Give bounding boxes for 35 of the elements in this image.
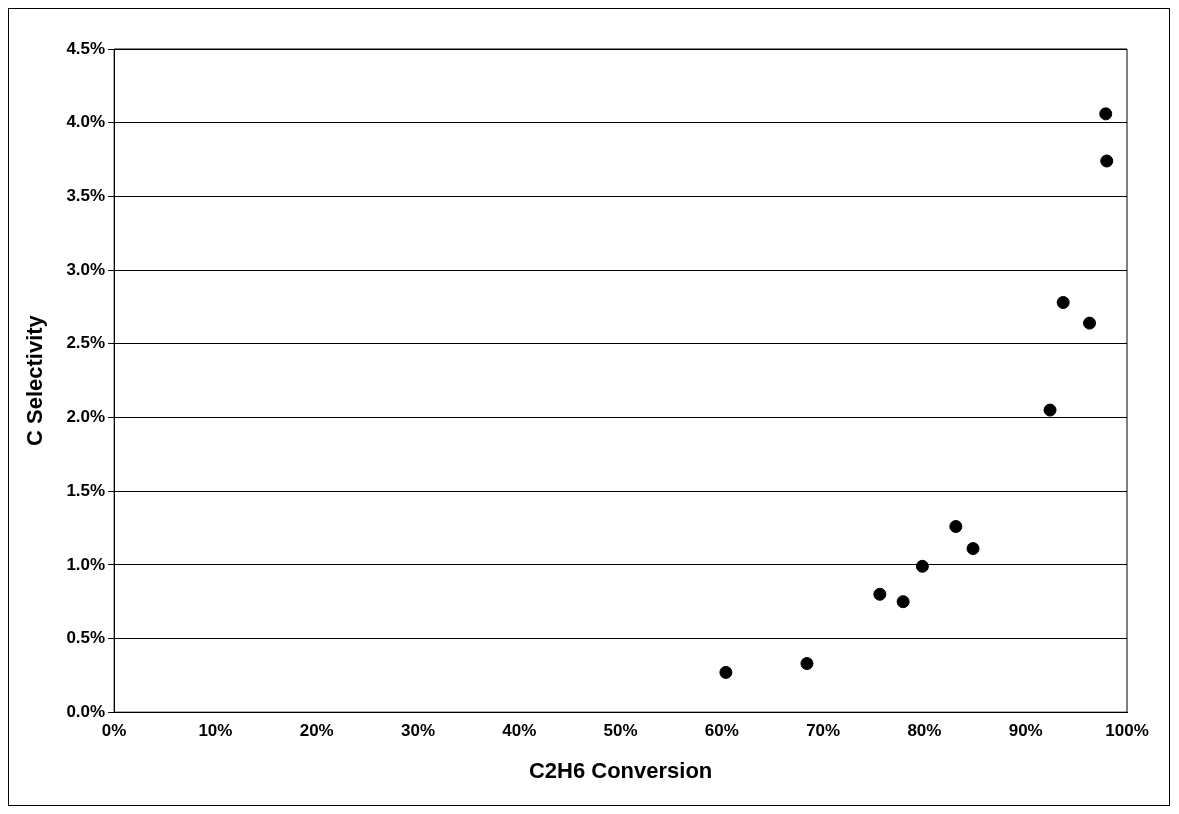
point bbox=[966, 542, 980, 556]
point bbox=[949, 520, 963, 533]
point bbox=[1099, 107, 1113, 121]
y-tick-label: 0.5% bbox=[66, 628, 106, 648]
x-tick-label: 30% bbox=[400, 721, 436, 741]
y-tick-label: 2.0% bbox=[66, 407, 106, 427]
y-tick-label: 0.0% bbox=[66, 701, 106, 721]
x-tick-label: 60% bbox=[704, 721, 739, 741]
point bbox=[719, 665, 733, 679]
point bbox=[873, 587, 887, 601]
point bbox=[915, 559, 929, 573]
point bbox=[800, 657, 814, 671]
y-tick-label: 1.0% bbox=[66, 554, 106, 574]
y-axis-title: C Selectivity bbox=[22, 314, 48, 447]
x-tick-label: 70% bbox=[806, 721, 841, 741]
x-tick-label: 80% bbox=[907, 721, 942, 741]
x-axis-title: C2H6 Conversion bbox=[528, 757, 713, 783]
point bbox=[1100, 154, 1114, 168]
point bbox=[1083, 316, 1097, 330]
point bbox=[1056, 295, 1070, 309]
y-tick-label: 3.5% bbox=[66, 186, 106, 206]
point bbox=[1043, 403, 1057, 417]
y-tick-label: 2.5% bbox=[66, 333, 106, 353]
x-tick-label: 10% bbox=[198, 721, 233, 741]
y-tick-label: 4.5% bbox=[66, 38, 106, 58]
x-tick-label: 40% bbox=[502, 721, 537, 741]
x-tick-label: 100% bbox=[1105, 721, 1149, 741]
x-tick-label: 50% bbox=[603, 721, 638, 741]
x-tick-label: 90% bbox=[1008, 721, 1043, 741]
x-tick-label: 0% bbox=[101, 721, 127, 741]
point bbox=[896, 595, 910, 609]
y-tick-label: 3.0% bbox=[66, 259, 106, 279]
y-tick-label: 1.5% bbox=[66, 480, 106, 500]
x-tick-label: 20% bbox=[299, 721, 334, 741]
y-tick-label: 4.0% bbox=[66, 112, 106, 132]
